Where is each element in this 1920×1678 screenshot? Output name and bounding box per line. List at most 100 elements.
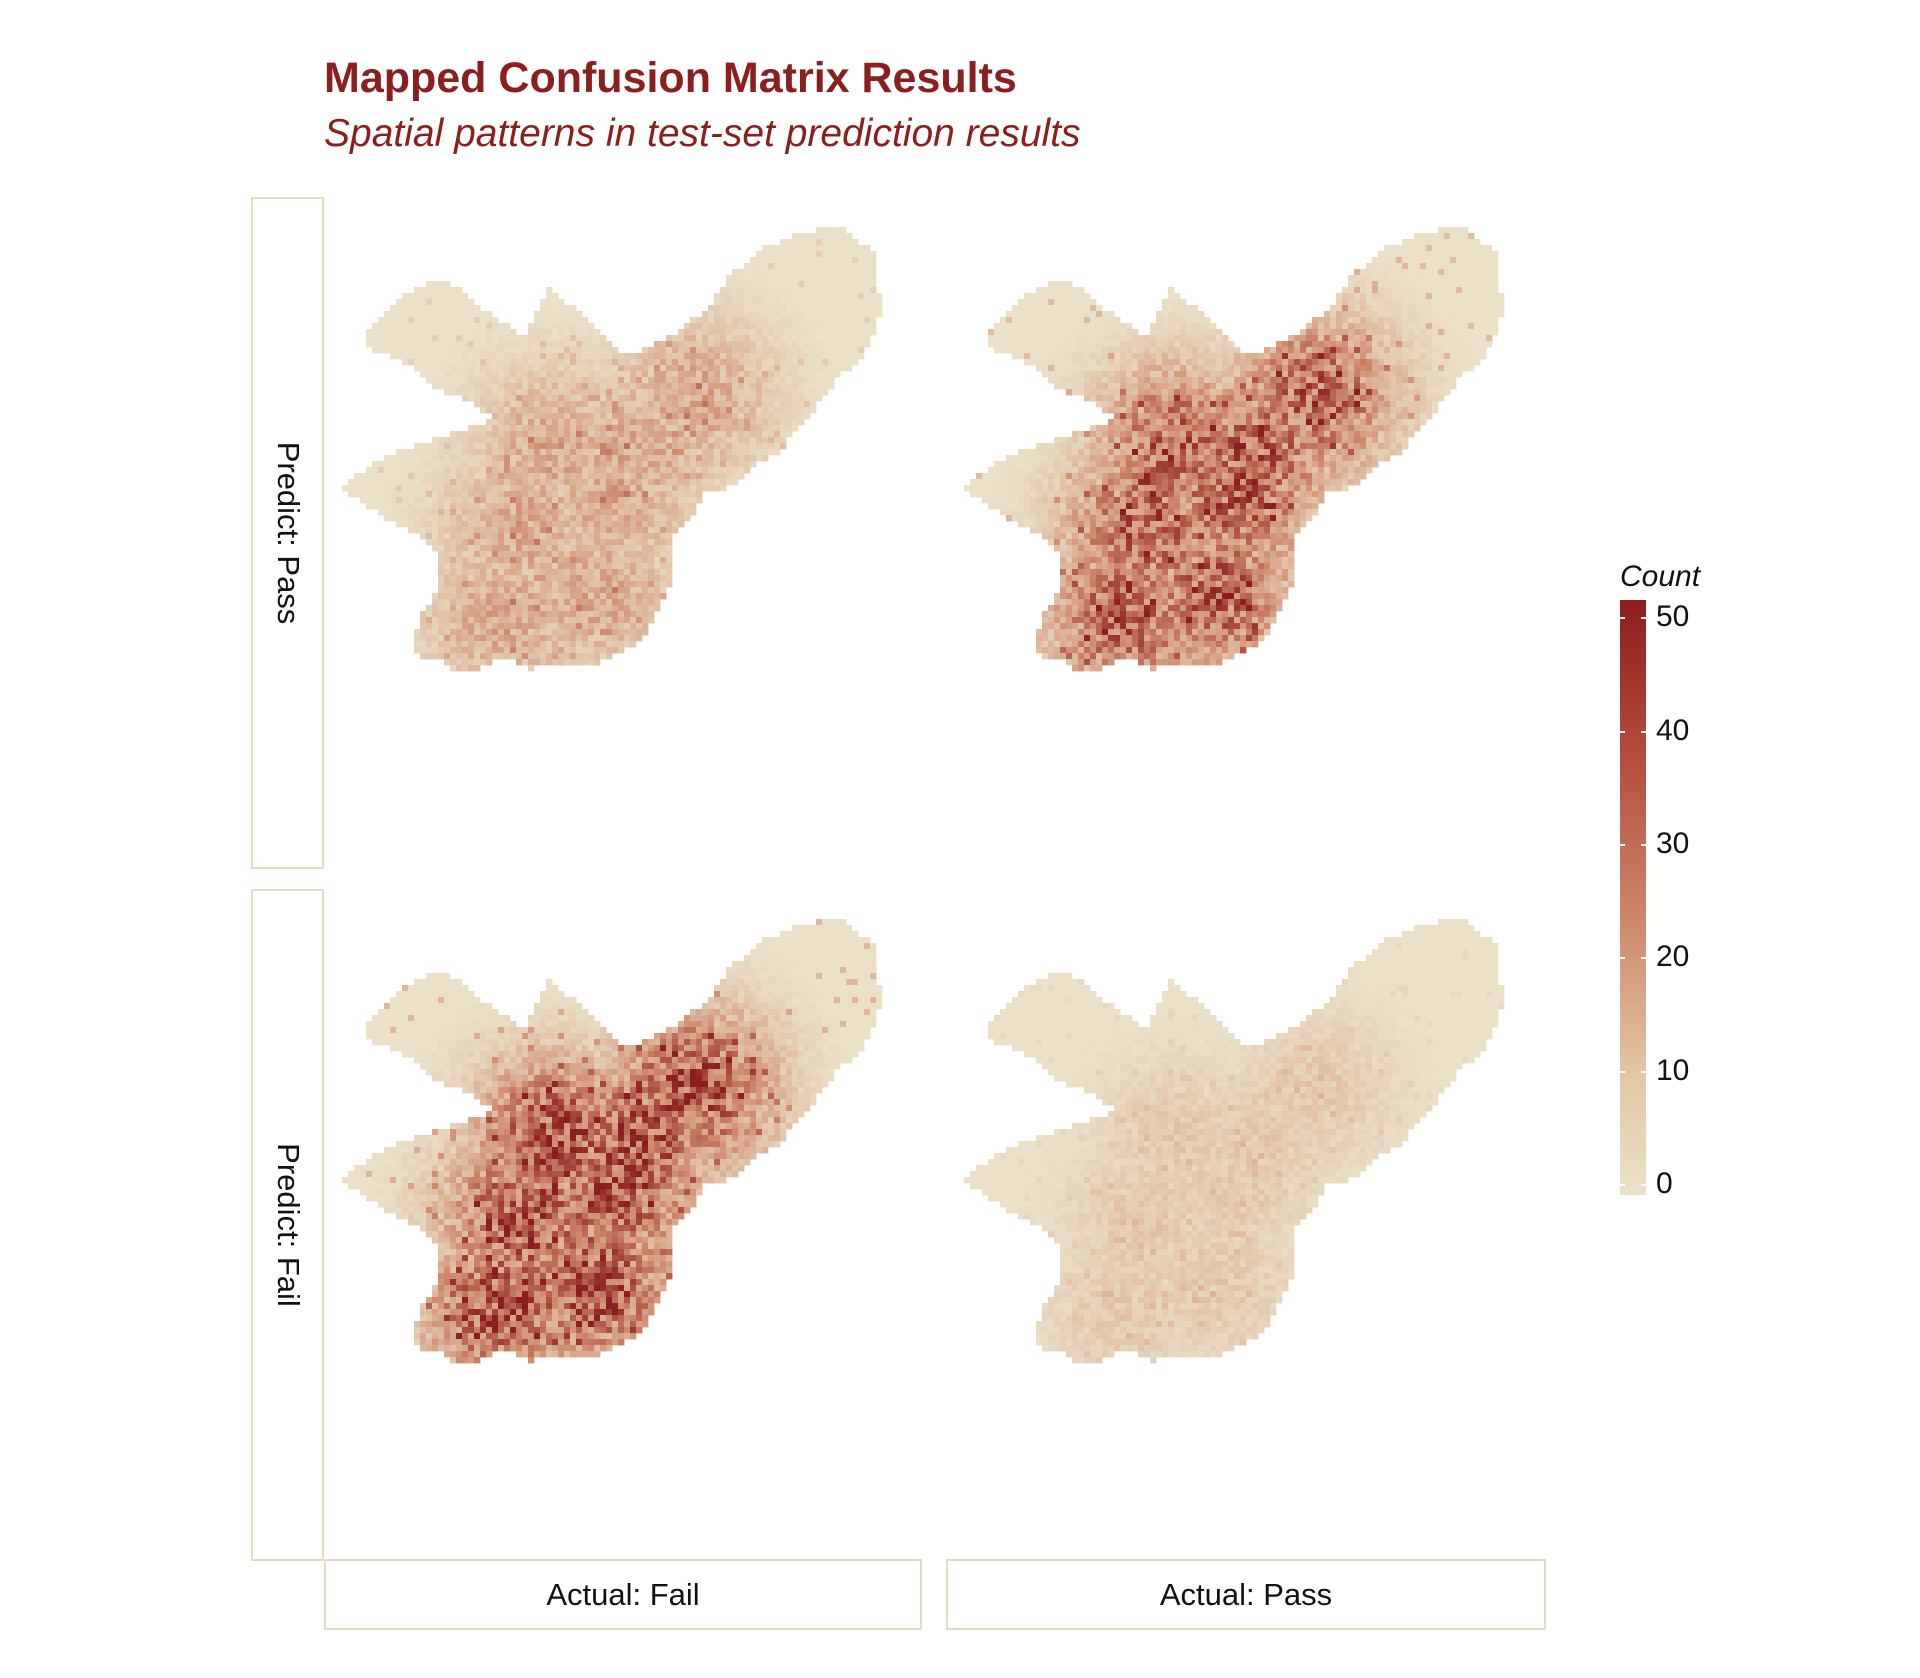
map-cell xyxy=(852,275,859,282)
map-cell xyxy=(750,371,757,378)
map-cell xyxy=(1342,401,1349,408)
map-cell xyxy=(534,521,541,528)
map-cell xyxy=(1192,317,1199,324)
map-cell xyxy=(606,497,613,504)
map-cell xyxy=(492,599,499,606)
map-cell xyxy=(1240,371,1247,378)
map-cell xyxy=(1054,377,1061,384)
map-cell xyxy=(1000,323,1007,330)
map-cell xyxy=(1372,371,1379,378)
map-cell xyxy=(504,455,511,462)
map-cell xyxy=(1306,377,1313,384)
map-cell xyxy=(1372,353,1379,360)
map-cell xyxy=(588,611,595,618)
map-cell xyxy=(1024,347,1031,354)
map-cell xyxy=(822,245,829,252)
map-cell xyxy=(564,323,571,330)
map-cell xyxy=(1342,383,1349,390)
map-cell xyxy=(348,491,355,498)
map-cell xyxy=(420,647,427,654)
map-cell xyxy=(450,629,457,636)
map-cell xyxy=(1408,365,1415,372)
map-cell xyxy=(540,335,547,342)
map-cell xyxy=(618,533,625,540)
map-cell xyxy=(792,407,799,414)
map-cell xyxy=(744,269,751,276)
map-cell xyxy=(690,455,697,462)
map-cell xyxy=(528,527,535,534)
map-cell xyxy=(1324,311,1331,318)
map-cell xyxy=(708,431,715,438)
map-cell xyxy=(786,341,793,348)
map-cell xyxy=(528,617,535,624)
map-cell xyxy=(750,401,757,408)
map-cell xyxy=(1486,251,1493,258)
map-cell xyxy=(522,539,529,546)
map-cell xyxy=(1384,395,1391,402)
map-cell xyxy=(1354,347,1361,354)
map-cell xyxy=(1486,257,1493,264)
map-cell xyxy=(750,341,757,348)
map-cell xyxy=(1360,389,1367,396)
map-cell xyxy=(1210,323,1217,330)
map-cell xyxy=(708,401,715,408)
map-cell xyxy=(1414,401,1421,408)
map-cell xyxy=(522,473,529,480)
map-cell xyxy=(804,383,811,390)
map-cell xyxy=(696,377,703,384)
map-cell xyxy=(726,395,733,402)
map-cell xyxy=(498,497,505,504)
map-cell xyxy=(1048,377,1055,384)
map-cell xyxy=(552,449,559,456)
map-cell xyxy=(618,485,625,492)
map-cell xyxy=(516,497,523,504)
map-cell xyxy=(570,395,577,402)
map-cell xyxy=(570,497,577,504)
map-cell xyxy=(798,263,805,270)
map-cell xyxy=(480,647,487,654)
map-cell xyxy=(834,275,841,282)
map-cell xyxy=(1348,305,1355,312)
map-cell xyxy=(636,497,643,504)
map-cell xyxy=(810,365,817,372)
map-cell xyxy=(714,311,721,318)
map-cell xyxy=(510,587,517,594)
map-cell xyxy=(756,251,763,258)
map-cell xyxy=(588,587,595,594)
map-cell xyxy=(702,401,709,408)
map-cell xyxy=(666,425,673,432)
map-cell xyxy=(534,515,541,522)
map-cell xyxy=(618,467,625,474)
map-cell xyxy=(540,419,547,426)
map-cell xyxy=(738,269,745,276)
map-cell xyxy=(1306,395,1313,402)
map-cell xyxy=(1360,299,1367,306)
map-cell xyxy=(552,503,559,510)
map-cell xyxy=(1354,371,1361,378)
map-cell xyxy=(558,431,565,438)
map-cell xyxy=(498,389,505,396)
map-cell xyxy=(468,479,475,486)
map-cell xyxy=(1186,329,1193,336)
map-cell xyxy=(510,611,517,618)
map-cell xyxy=(534,407,541,414)
map-cell xyxy=(810,389,817,396)
map-cell xyxy=(1036,317,1043,324)
map-cell xyxy=(762,299,769,306)
map-cell xyxy=(600,587,607,594)
map-cell xyxy=(468,617,475,624)
map-cell xyxy=(612,515,619,522)
map-cell xyxy=(720,377,727,384)
map-cell xyxy=(1282,353,1289,360)
map-cell xyxy=(624,437,631,444)
map-cell xyxy=(570,335,577,342)
map-cell xyxy=(1060,305,1067,312)
map-cell xyxy=(468,575,475,582)
map-cell xyxy=(1102,407,1109,414)
map-cell xyxy=(1042,341,1049,348)
map-cell xyxy=(1378,311,1385,318)
map-cell xyxy=(1486,293,1493,300)
map-cell xyxy=(702,413,709,420)
map-cell xyxy=(702,437,709,444)
map-cell xyxy=(1180,353,1187,360)
